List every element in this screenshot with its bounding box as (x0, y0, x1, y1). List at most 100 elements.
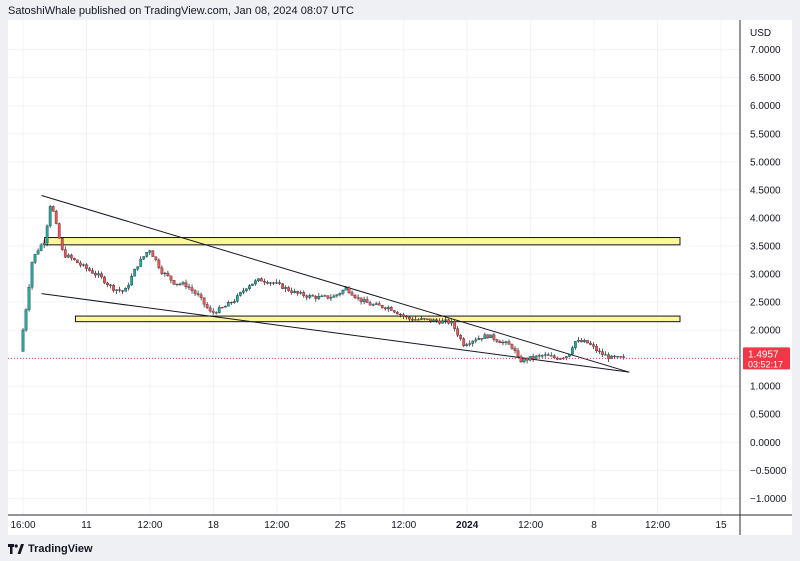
candle-up (362, 299, 366, 302)
candle-down (190, 287, 194, 291)
candle-down (305, 295, 309, 298)
candle-up (45, 225, 49, 244)
candle-up (130, 276, 134, 286)
price-tick-label: 0.5000 (750, 410, 781, 421)
time-tick-label: 2024 (456, 520, 479, 531)
candle-down (106, 282, 109, 286)
candle-down (495, 339, 499, 342)
time-axis[interactable]: 16:00 11 12:00 18 12:00 25 12:00 2024 12:00 8 12:0… (10, 520, 727, 531)
candle-up (332, 295, 336, 298)
candle-down (85, 264, 88, 269)
candle-down (401, 314, 405, 317)
candle-up (24, 309, 28, 331)
candle-down (592, 344, 595, 347)
candle-up (21, 329, 25, 352)
candle-down (398, 313, 402, 316)
candle-up (148, 250, 152, 253)
candle-up (483, 334, 487, 339)
candle-down (151, 250, 155, 257)
price-chart[interactable]: USD 7.0000 6.5000 6.0000 5.5000 5.0000 4.5000… (8, 20, 792, 535)
price-tick-label: 2.0000 (750, 326, 781, 337)
candle-up (27, 286, 31, 310)
candle-down (91, 270, 94, 274)
price-axis[interactable]: USD 7.0000 6.5000 6.0000 5.5000 5.0000 4.5000… (750, 28, 787, 505)
candle-up (477, 338, 481, 340)
support-resistance-zones[interactable] (44, 237, 681, 323)
price-tick-label: 7.0000 (750, 45, 781, 56)
candle-up (39, 244, 43, 251)
zone-rectangle[interactable] (44, 237, 681, 246)
candle-up (323, 295, 327, 297)
candle-up (335, 294, 339, 297)
candle-up (543, 354, 547, 356)
candle-up (115, 289, 118, 291)
candle-down (589, 342, 592, 345)
candle-up (564, 356, 568, 359)
candles (21, 204, 626, 364)
candle-up (317, 295, 321, 299)
candle-down (263, 280, 266, 283)
candle-up (604, 354, 607, 356)
candle-down (613, 355, 616, 358)
candle-up (420, 318, 423, 320)
candle-down (426, 318, 429, 320)
candle-up (540, 355, 544, 357)
candle-up (567, 354, 571, 357)
candle-down (601, 351, 604, 355)
candle-up (33, 254, 37, 263)
candle-down (408, 316, 411, 320)
candle-up (444, 319, 447, 321)
candle-down (580, 340, 583, 343)
candle-down (552, 355, 556, 359)
publication-header: SatoshiWhale published on TradingView.co… (8, 5, 354, 17)
candle-down (193, 290, 197, 294)
candle-down (598, 350, 601, 352)
candle-down (429, 318, 432, 322)
time-tick-label: 11 (81, 520, 92, 531)
last-price-tag-bg (743, 347, 790, 370)
candle-up (36, 250, 40, 255)
candle-down (211, 310, 215, 313)
candle-down (196, 293, 200, 295)
candle-up (284, 287, 287, 289)
time-tick-label: 16:00 (10, 520, 35, 531)
candle-up (223, 306, 227, 308)
candle-down (278, 282, 281, 284)
price-tick-label: 3.5000 (750, 241, 781, 252)
candle-up (97, 273, 100, 276)
trendlines[interactable] (41, 194, 630, 373)
candle-down (365, 299, 369, 303)
candle-down (112, 285, 115, 291)
time-tick-label: 12:00 (645, 520, 670, 531)
candle-up (275, 282, 278, 284)
candle-up (577, 340, 580, 342)
candle-down (383, 307, 387, 310)
candle-down (202, 297, 206, 305)
candle-down (480, 338, 484, 340)
candle-up (226, 302, 230, 307)
chart-frame[interactable]: USD 7.0000 6.5000 6.0000 5.5000 5.0000 4.5000… (8, 20, 792, 535)
candle-down (380, 305, 384, 308)
zone-rectangle[interactable] (74, 315, 681, 323)
candle-down (205, 304, 209, 308)
trendline[interactable] (41, 194, 630, 373)
time-tick-label: 12:00 (137, 520, 162, 531)
candle-up (257, 278, 260, 281)
candle-down (266, 282, 269, 284)
footer-brand[interactable]: TradingView (8, 541, 93, 557)
candle-up (127, 284, 131, 289)
candle-up (308, 295, 312, 298)
candle-down (389, 307, 393, 311)
candle-down (456, 328, 460, 336)
price-tick-label: 1.0000 (750, 382, 781, 393)
candle-down (395, 311, 399, 315)
candle-down (619, 356, 623, 358)
candle-down (302, 292, 306, 297)
candle-up (139, 258, 143, 267)
candle-up (616, 356, 620, 358)
trendline[interactable] (41, 293, 630, 373)
candle-down (350, 292, 354, 296)
chart-grid (8, 20, 740, 515)
candle-up (432, 319, 435, 322)
candle-down (178, 283, 182, 285)
